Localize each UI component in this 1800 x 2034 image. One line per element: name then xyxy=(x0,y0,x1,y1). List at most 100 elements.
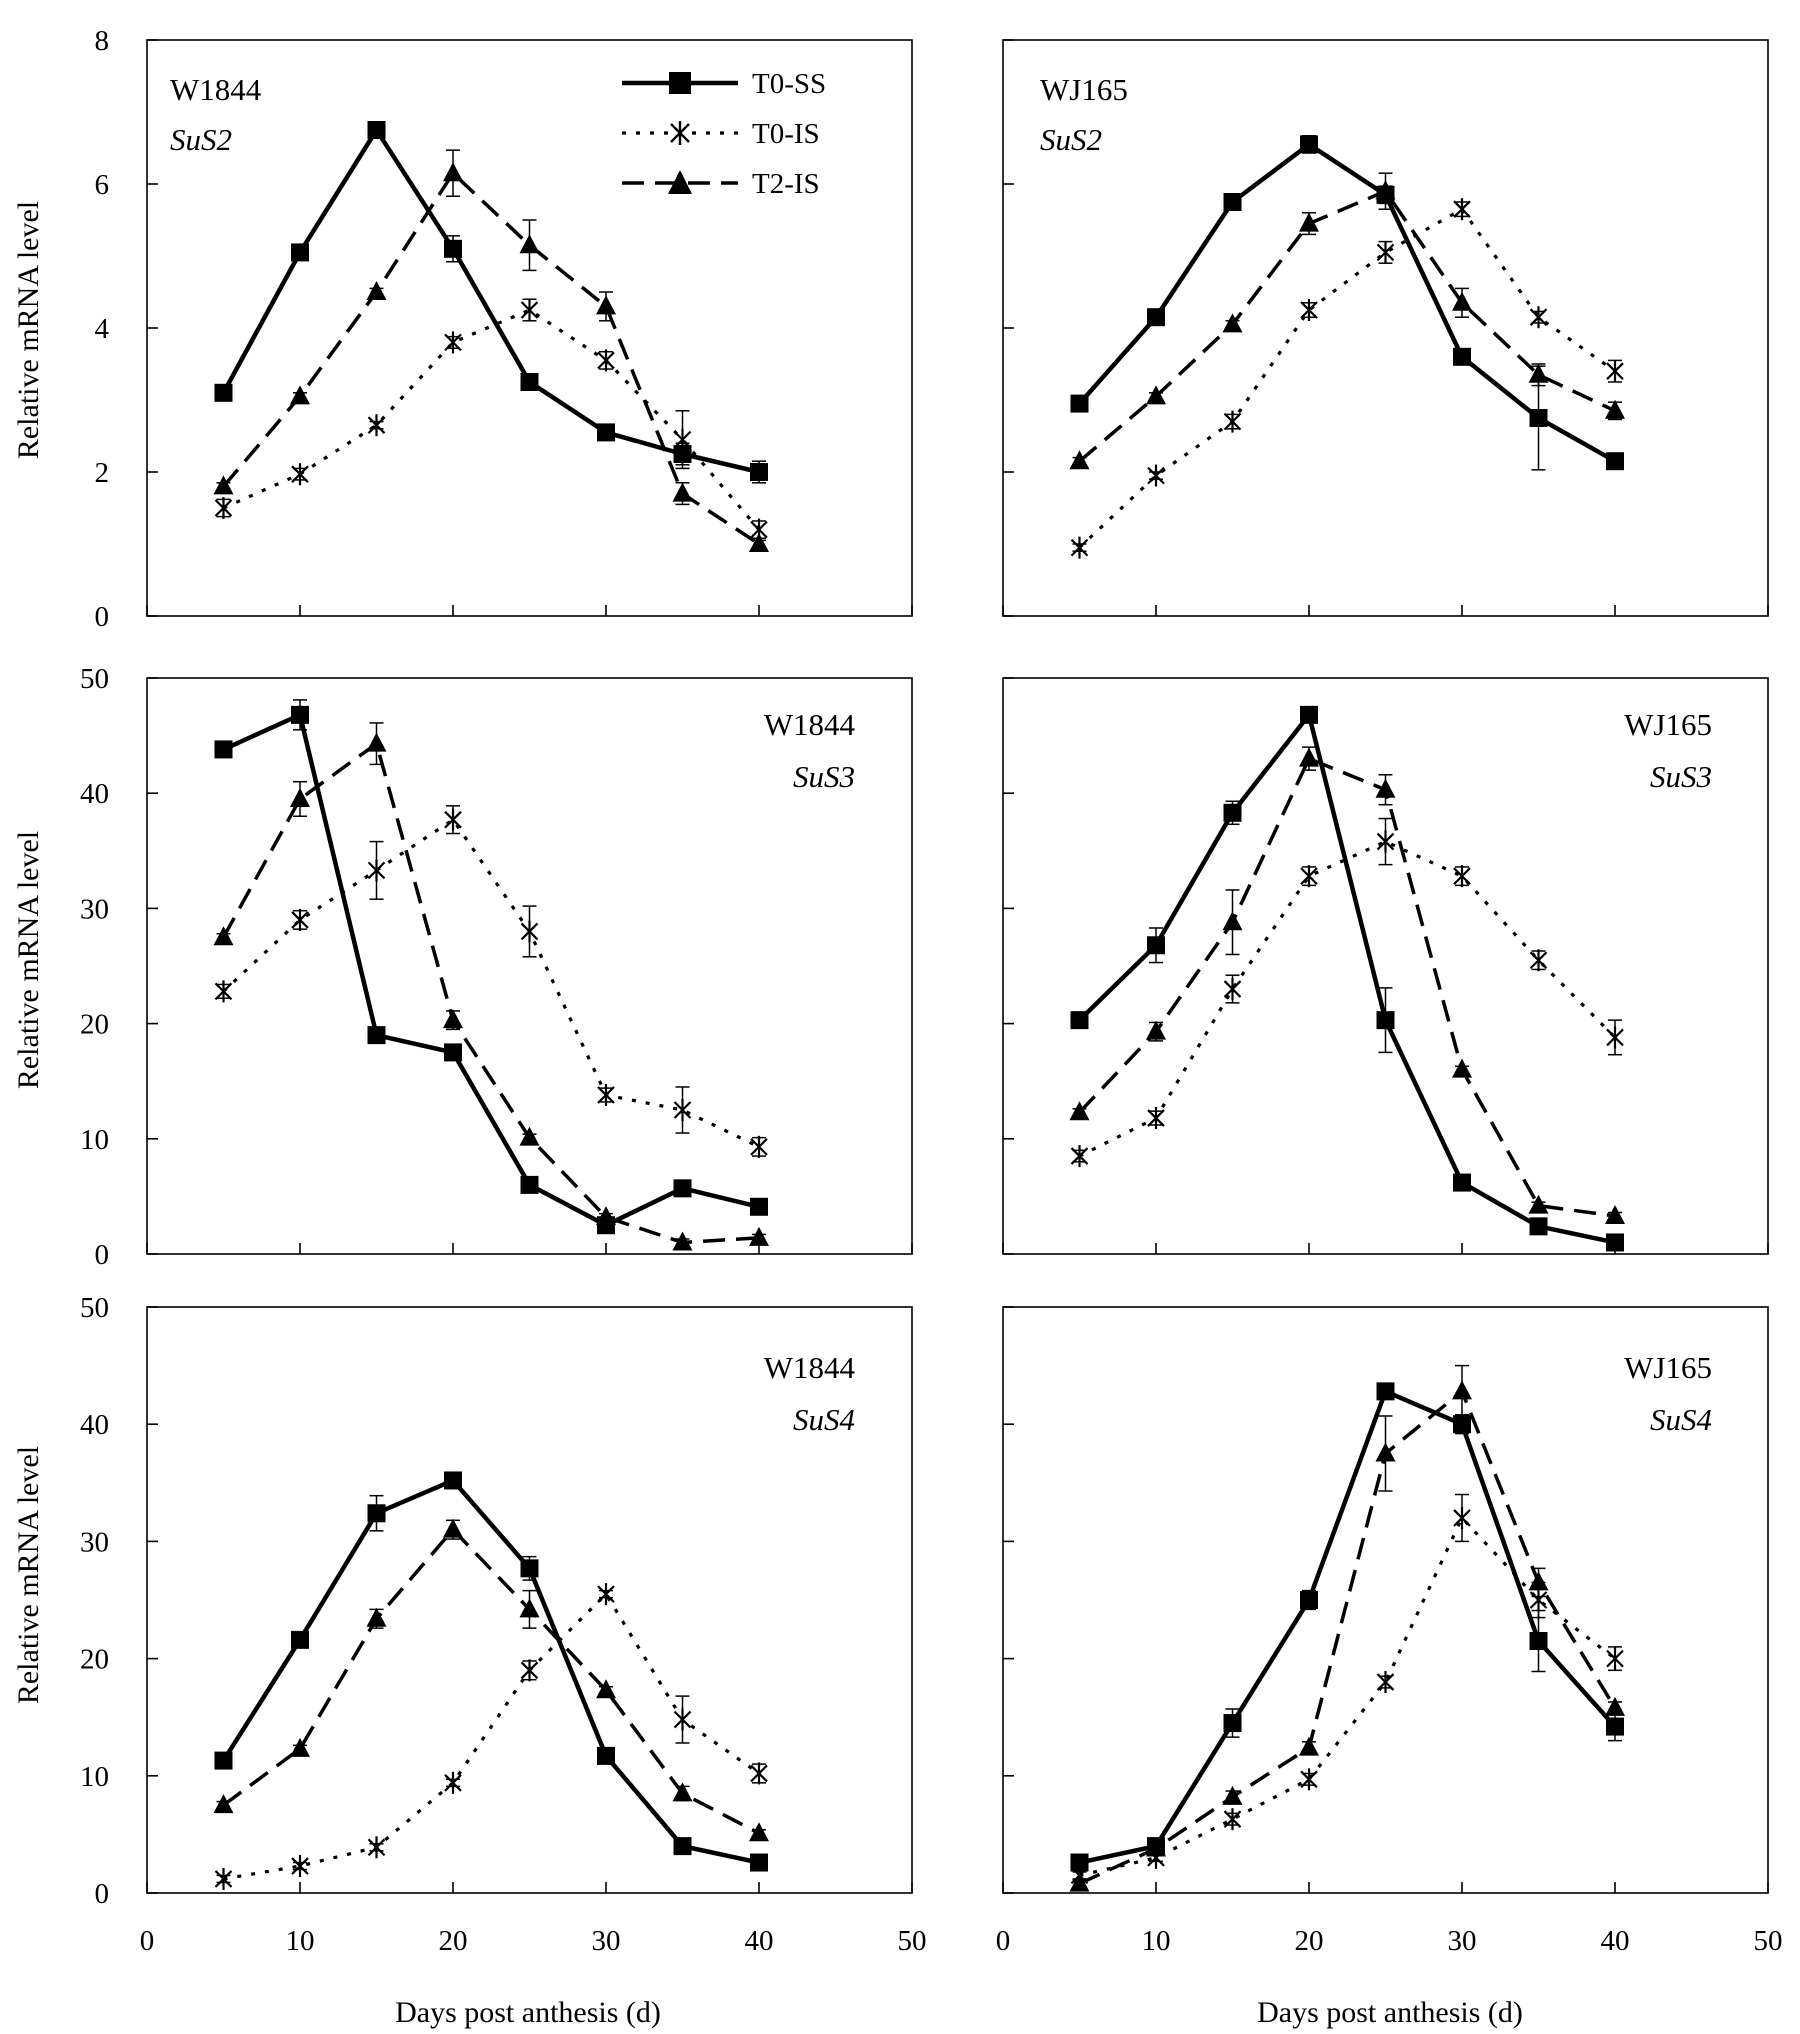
data-point-triangle xyxy=(1452,1380,1472,1400)
asterisk-stroke xyxy=(1300,301,1318,319)
series-line xyxy=(222,712,760,1228)
asterisk-stroke xyxy=(1376,243,1395,262)
data-point-square xyxy=(291,705,309,724)
y-tick-label: 40 xyxy=(80,1409,109,1441)
series-line xyxy=(222,171,760,546)
data-point-triangle xyxy=(1605,1696,1625,1716)
data-point-square xyxy=(520,1175,539,1194)
x-axis-title-right: Days post anthesis (d) xyxy=(1257,1996,1523,2029)
x-tick-label: 20 xyxy=(439,1925,468,1957)
plot-frame xyxy=(1002,677,1769,1255)
data-point-triangle xyxy=(1375,180,1396,200)
data-point-triangle xyxy=(1528,363,1549,383)
data-point-square xyxy=(367,1026,386,1045)
asterisk-stroke xyxy=(214,499,233,517)
data-point-asterisk xyxy=(1529,949,1548,972)
data-point-asterisk xyxy=(597,1084,615,1107)
data-point-asterisk xyxy=(597,349,615,372)
data-point-square xyxy=(291,243,309,262)
panel-gene-label: SuS3 xyxy=(1650,759,1712,794)
panel-cultivar-label: WJ165 xyxy=(1624,1350,1712,1385)
y-tick-label: 0 xyxy=(95,601,110,633)
series-t2-is xyxy=(213,1518,769,1842)
x-tick-label: 30 xyxy=(1448,1925,1477,1957)
series-line xyxy=(1078,189,1616,463)
data-point-asterisk xyxy=(1376,241,1395,264)
data-point-triangle xyxy=(1069,1872,1090,1892)
data-point-square xyxy=(1070,1011,1089,1030)
series-t0-is xyxy=(214,298,768,541)
x-tick-label: 50 xyxy=(898,1925,927,1957)
data-point-triangle xyxy=(519,234,540,254)
legend-marker-t0-ss xyxy=(669,72,691,94)
data-point-asterisk xyxy=(444,331,462,354)
y-tick-label: 40 xyxy=(80,778,109,810)
panel-cultivar-label: W1844 xyxy=(764,1350,856,1385)
panel-gene-label: SuS2 xyxy=(1040,122,1102,157)
series-line xyxy=(1078,1389,1617,1886)
chart-panel-wj165-sus4: 0 10 20 30 40 50 WJ165 SuS4 xyxy=(996,1306,1783,1957)
data-point-square xyxy=(1223,1714,1242,1733)
series-t0-ss xyxy=(1070,1382,1624,1872)
data-point-asterisk xyxy=(214,1867,233,1890)
series-t2-is xyxy=(1069,746,1625,1224)
series-t0-ss xyxy=(1070,705,1624,1252)
x-tick-label: 0 xyxy=(996,1925,1011,1957)
series-line xyxy=(222,1527,760,1835)
data-point-square xyxy=(1606,1717,1624,1736)
data-point-asterisk xyxy=(1223,410,1242,433)
y-axis-title-row1: Relative mRNA level xyxy=(12,201,45,459)
data-point-square xyxy=(214,383,233,402)
series-line xyxy=(221,127,760,475)
x-tick-label: 30 xyxy=(592,1925,621,1957)
asterisk-stroke xyxy=(291,911,309,929)
asterisk-stroke xyxy=(291,1857,309,1875)
asterisk-stroke xyxy=(1606,362,1624,380)
data-point-triangle xyxy=(749,533,769,552)
y-tick-label: 30 xyxy=(80,1526,109,1558)
asterisk-stroke xyxy=(1606,1649,1624,1668)
data-point-asterisk xyxy=(1453,865,1471,888)
series-t2-is xyxy=(1069,1364,1625,1892)
series-t0-ss xyxy=(214,699,768,1235)
series-line xyxy=(1077,712,1616,1245)
data-point-triangle xyxy=(290,1737,310,1757)
data-point-square xyxy=(1529,409,1548,427)
data-point-asterisk xyxy=(1147,1107,1165,1130)
data-point-triangle xyxy=(1299,1736,1319,1756)
data-point-triangle xyxy=(672,1231,693,1251)
panel-gene-label: SuS4 xyxy=(1650,1402,1712,1437)
series-t2-is xyxy=(213,149,769,552)
x-axis-title-left: Days post anthesis (d) xyxy=(395,1996,661,2029)
data-point-triangle xyxy=(519,1126,540,1146)
asterisk-stroke xyxy=(1070,1147,1089,1165)
data-point-square xyxy=(444,239,462,258)
series-t2-is xyxy=(213,722,769,1251)
legend-marker-t0-is xyxy=(670,121,690,145)
data-point-asterisk xyxy=(214,497,233,519)
legend-label-t0-is: T0-IS xyxy=(752,118,820,150)
y-axis-title-row2: Relative mRNA level xyxy=(12,831,45,1089)
asterisk-stroke xyxy=(597,351,615,370)
data-point-triangle xyxy=(749,1226,769,1246)
asterisk-stroke xyxy=(673,1710,692,1729)
asterisk-stroke xyxy=(750,520,768,539)
y-tick-label: 20 xyxy=(80,1644,109,1676)
data-point-triangle xyxy=(1069,450,1090,470)
data-point-square xyxy=(1606,1233,1624,1252)
plot-frame xyxy=(1002,1306,1769,1894)
asterisk-stroke xyxy=(673,430,692,449)
data-point-triangle xyxy=(366,281,387,300)
data-point-asterisk xyxy=(597,1583,615,1606)
data-point-asterisk xyxy=(1300,865,1318,888)
data-point-triangle xyxy=(1299,747,1319,767)
series-t0-is xyxy=(214,805,768,1158)
asterisk-stroke xyxy=(1223,1810,1242,1828)
data-point-triangle xyxy=(443,1009,463,1029)
asterisk-stroke xyxy=(1147,1109,1165,1127)
data-point-triangle xyxy=(519,1598,540,1618)
data-point-square xyxy=(1070,1853,1089,1872)
series-line xyxy=(223,1592,760,1881)
data-point-triangle xyxy=(1222,1785,1243,1805)
asterisk-stroke xyxy=(1453,200,1471,218)
